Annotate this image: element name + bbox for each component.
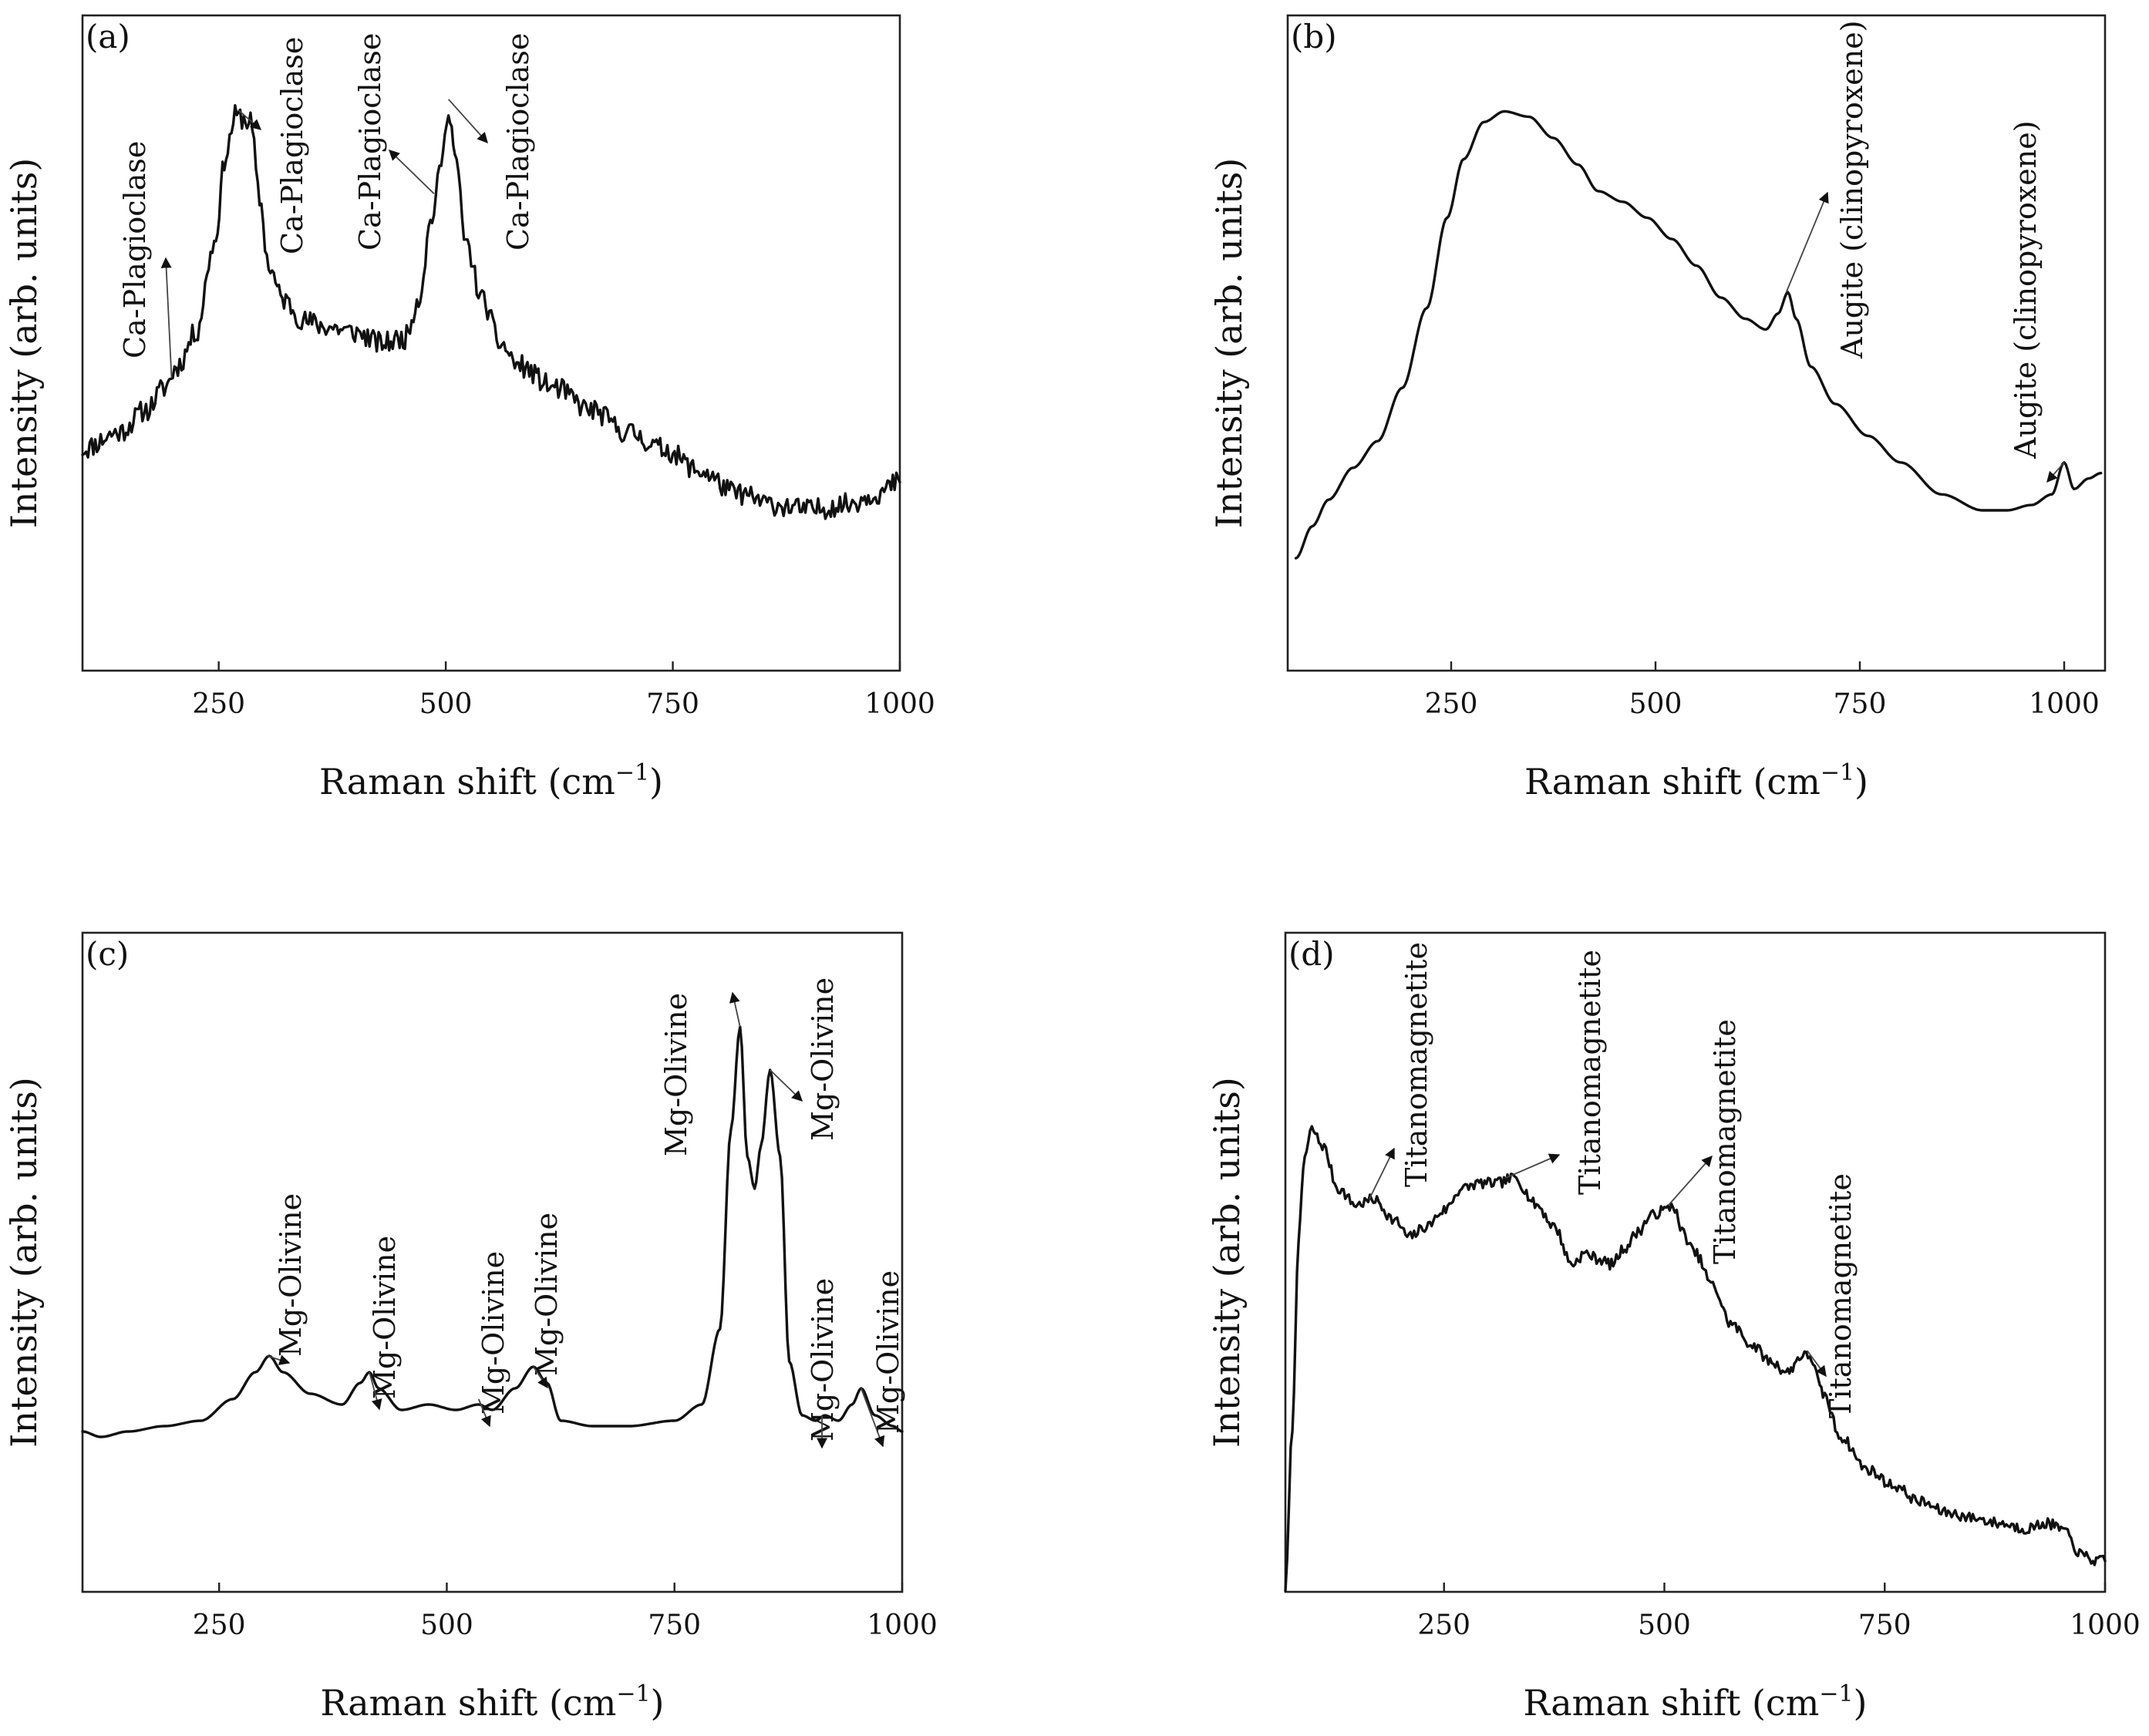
panel-label: (d): [1288, 935, 1335, 973]
peak-annotation-arrow: [1806, 1350, 1827, 1378]
peak-annotation-arrow: [1668, 1155, 1713, 1206]
chart-panel-b: 250 500 750 1000 Raman shift (cm−1) Intensity…: [1208, 14, 2107, 802]
spectrum-line: [1294, 109, 2103, 560]
peak-annotation-label: Augite (clinopyroxene): [1835, 20, 1869, 359]
y-axis-title: Intensity (arb. units): [1206, 1077, 1248, 1448]
peak-annotation-label: Mg-Olivine: [659, 993, 693, 1156]
x-tick-label: 250: [192, 688, 245, 720]
panel-label: (a): [86, 18, 130, 56]
y-axis-title: Intensity (arb. units): [3, 158, 45, 529]
x-tick-label: 500: [1638, 1610, 1691, 1641]
x-tick-label: 750: [1834, 688, 1887, 720]
peak-annotation-label: Mg-Olivine: [368, 1236, 402, 1399]
peak-annotation-label: Titanomagnetite: [1400, 942, 1433, 1187]
x-tick-label: 500: [420, 1610, 473, 1641]
x-axis-title: Raman shift (cm−1): [1524, 759, 1868, 802]
peak-annotation-arrow: [388, 150, 435, 194]
peak-annotation-label: Mg-Olivine: [806, 1278, 840, 1442]
plot-frame: [81, 14, 901, 672]
peak-annotation-arrow: [770, 1069, 803, 1102]
x-tick-label: 1000: [2070, 1610, 2141, 1641]
peak-annotation-arrow: [1368, 1147, 1395, 1200]
plot-frame: [1284, 931, 2107, 1593]
peak-annotation-label: Ca-Plagioclase: [353, 33, 387, 251]
peak-annotation-arrow: [160, 257, 173, 377]
plot-frame: [81, 931, 904, 1593]
x-tick-label: 250: [193, 1610, 246, 1641]
peak-annotation-label: Mg-Olivine: [530, 1213, 564, 1376]
x-axis-title: Raman shift (cm−1): [321, 1680, 665, 1724]
x-axis-title: Raman shift (cm−1): [1524, 1680, 1868, 1724]
x-tick-label: 750: [648, 1610, 701, 1641]
peak-annotation-arrow: [532, 1366, 548, 1389]
peak-annotation-label: Mg-Olivine: [806, 977, 840, 1141]
chart-panel-a: 250 500 750 1000 Raman shift (cm−1) Intensity…: [3, 14, 935, 802]
x-tick-label: 750: [1858, 1610, 1912, 1641]
x-tick-label: 1000: [864, 688, 935, 720]
peak-annotation-label: Mg-Olivine: [477, 1251, 510, 1415]
peak-annotation-arrow: [267, 1354, 291, 1365]
x-tick-label: 250: [1425, 688, 1478, 720]
y-axis-title: Intensity (arb. units): [1208, 158, 1250, 529]
peak-annotation-arrow: [1505, 1153, 1561, 1179]
peak-annotation-arrow: [369, 1371, 382, 1411]
peak-annotation-label: Ca-Plagioclase: [118, 141, 152, 358]
x-tick-label: 500: [419, 688, 473, 720]
panel-label: (b): [1291, 18, 1337, 56]
plot-frame: [1286, 14, 2107, 672]
peak-annotation-label: Mg-Olivine: [274, 1193, 308, 1357]
x-tick-label: 750: [646, 688, 699, 720]
peak-annotation-arrow: [237, 109, 262, 130]
spectrum-line: [1284, 1125, 2107, 1593]
peak-annotation-label: Titanomagnetite: [1573, 950, 1607, 1195]
peak-annotation-arrow: [861, 1388, 885, 1448]
peak-annotation-label: Mg-Olivine: [871, 1270, 905, 1434]
spectrum-line: [81, 1025, 904, 1438]
peak-annotation-arrow: [447, 99, 488, 144]
peak-annotation-label: Ca-Plagioclase: [275, 37, 309, 254]
x-axis-title: Raman shift (cm−1): [319, 759, 663, 802]
peak-annotation-arrow: [729, 991, 741, 1028]
chart-panel-c: 250 500 750 1000 Raman shift (cm−1) Intensity…: [3, 931, 938, 1724]
x-tick-label: 500: [1629, 688, 1682, 720]
x-tick-label: 250: [1417, 1610, 1470, 1641]
peak-annotation-arrow: [1785, 191, 1829, 293]
peak-annotation-label: Ca-Plagioclase: [501, 33, 535, 251]
chart-panel-d: 250 500 750 1000 Raman shift (cm−1) Intensity…: [1206, 931, 2141, 1724]
y-axis-title: Intensity (arb. units): [3, 1077, 45, 1448]
x-tick-label: 1000: [867, 1610, 938, 1641]
panel-label: (c): [86, 935, 129, 973]
peak-annotation-arrow: [477, 1398, 491, 1428]
spectrum-line: [81, 104, 901, 520]
x-tick-label: 1000: [2029, 688, 2100, 720]
peak-annotation-label: Augite (clinopyroxene): [2009, 120, 2043, 459]
peak-annotation-label: Titanomagnetite: [1824, 1173, 1858, 1418]
peak-annotation-arrow: [2046, 462, 2065, 483]
peak-annotation-label: Titanomagnetite: [1708, 1019, 1742, 1264]
